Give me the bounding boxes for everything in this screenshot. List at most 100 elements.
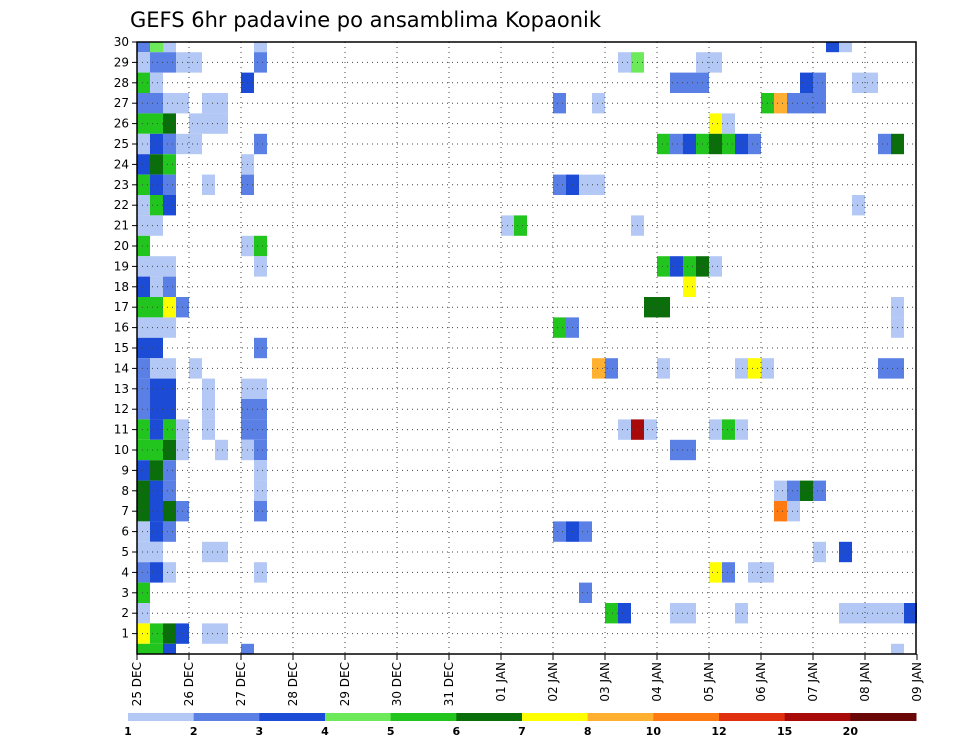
legend-swatch [850, 713, 917, 721]
heatmap-cell [722, 113, 735, 134]
y-tick-label: 3 [121, 586, 129, 600]
y-axis-ticks: 1234567891011121314151617181920212223242… [114, 35, 137, 641]
heatmap-cell [878, 358, 891, 379]
legend-swatch [325, 713, 392, 721]
y-tick-label: 20 [114, 239, 129, 253]
heatmap-cell [670, 256, 683, 277]
legend-label: 5 [387, 725, 395, 738]
heatmap-cell [163, 419, 176, 440]
y-tick-label: 6 [121, 525, 129, 539]
heatmap-cell [150, 623, 163, 644]
heatmap-cell [553, 174, 566, 195]
heatmap-cell [137, 582, 150, 603]
heatmap-cell [722, 133, 735, 155]
heatmap-cell [657, 256, 670, 277]
heatmap-cell [813, 480, 826, 501]
heatmap-cell [553, 317, 566, 338]
heatmap-cell [800, 480, 813, 501]
heatmap-cell [137, 276, 150, 297]
heatmap-cell [683, 133, 696, 155]
heatmap-cell [137, 358, 150, 379]
heatmap-cell [137, 72, 150, 93]
heatmap-cell [137, 603, 150, 624]
heatmap-cell [150, 256, 163, 277]
heatmap-cell [878, 133, 891, 155]
heatmap-cell [137, 378, 150, 399]
heatmap-cell [202, 541, 215, 563]
x-tick-label: 05 JAN [702, 662, 716, 702]
legend-swatch [128, 713, 195, 721]
heatmap-cell [254, 337, 267, 359]
legend-label: 4 [321, 725, 329, 738]
x-tick-label: 08 JAN [858, 662, 872, 702]
heatmap-cell [748, 562, 761, 583]
heatmap-cell [670, 603, 683, 624]
legend-swatch [719, 713, 786, 721]
heatmap-cell [150, 52, 163, 73]
heatmap-cell [137, 256, 150, 277]
x-tick-label: 03 JAN [598, 662, 612, 702]
dotted-grid [137, 42, 916, 654]
heatmap-cell [150, 133, 163, 155]
heatmap-cell [254, 460, 267, 481]
heatmap-cell [852, 603, 865, 624]
y-tick-label: 21 [114, 219, 129, 233]
heatmap-cell [163, 378, 176, 399]
y-tick-label: 4 [121, 565, 129, 579]
heatmap-cell [137, 42, 150, 53]
heatmap-cell [150, 541, 163, 563]
heatmap-cell [163, 133, 176, 155]
heatmap-cell [137, 439, 150, 461]
heatmap-cell [735, 419, 748, 440]
heatmap-cell [254, 235, 267, 257]
heatmap-cell [137, 235, 150, 257]
color-legend: 1 2 3 4 5 6 7 8 10 12 15 20 [124, 713, 917, 738]
heatmap-cell [137, 460, 150, 481]
y-tick-label: 10 [114, 443, 129, 457]
x-tick-label: 06 JAN [754, 662, 768, 702]
heatmap-cell [137, 623, 150, 644]
heatmap-cell [644, 419, 657, 440]
heatmap-cell [150, 378, 163, 399]
plot-frame [136, 41, 917, 655]
heatmap-cell [137, 113, 150, 134]
heatmap-cell [163, 460, 176, 481]
y-tick-label: 11 [114, 423, 129, 437]
heatmap-cell [137, 174, 150, 195]
heatmap-cell [670, 133, 683, 155]
heatmap-cell [137, 195, 150, 216]
heatmap-cell [722, 562, 735, 583]
y-tick-label: 12 [114, 402, 129, 416]
heatmap-cell [163, 439, 176, 461]
heatmap-cell [137, 399, 150, 420]
legend-label: 7 [518, 725, 526, 738]
heatmap-cell [150, 93, 163, 114]
heatmap-cell [202, 93, 215, 114]
heatmap-cell [891, 643, 904, 654]
heatmap-cell [163, 623, 176, 644]
heatmap-cell [215, 541, 228, 563]
heatmap-cell [137, 562, 150, 583]
heatmap-cell [202, 623, 215, 644]
heatmap-cell [592, 358, 605, 379]
heatmap-cell [904, 603, 917, 624]
heatmap-cell [215, 623, 228, 644]
heatmap-cell [137, 154, 150, 175]
heatmap-cell [150, 113, 163, 134]
legend-label: 10 [646, 725, 662, 738]
heatmap-cell [189, 133, 202, 155]
heatmap-cell [150, 460, 163, 481]
heatmap-cell [592, 174, 605, 195]
heatmap-cell [839, 603, 852, 624]
legend-swatch [456, 713, 523, 721]
legend-label: 15 [777, 725, 792, 738]
heatmap-cell [189, 113, 202, 134]
x-tick-label: 01 JAN [494, 662, 508, 702]
heatmap-cell [150, 439, 163, 461]
y-tick-label: 25 [114, 137, 129, 151]
heatmap-cell [137, 419, 150, 440]
x-tick-label: 28 DEC [286, 662, 300, 706]
heatmap-cell [202, 419, 215, 440]
heatmap-cell [254, 133, 267, 155]
heatmap-cell [254, 52, 267, 73]
